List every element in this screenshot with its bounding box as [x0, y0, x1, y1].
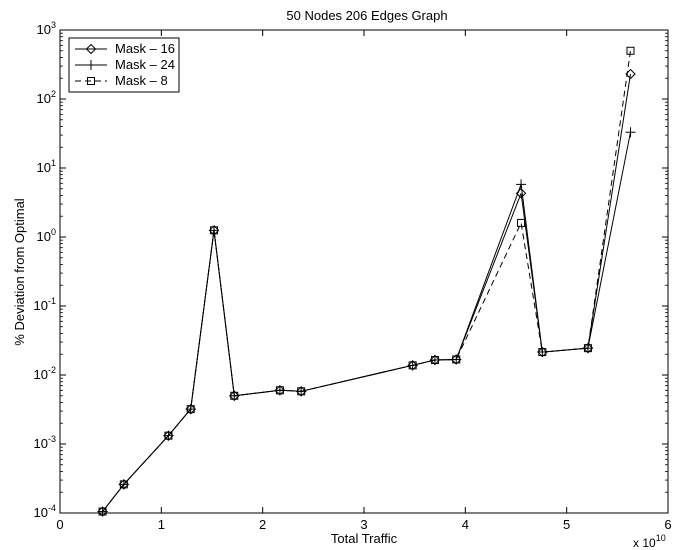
x-axis-multiplier: x 1010: [633, 533, 666, 550]
y-tick-label: 10-3: [34, 434, 56, 451]
data-point-square: [210, 226, 219, 235]
legend-label: Mask – 16: [115, 41, 175, 56]
data-point-square: [517, 218, 526, 227]
y-tick-label: 103: [37, 20, 56, 37]
series-line-plus: [102, 132, 631, 512]
chart-title: 50 Nodes 206 Edges Graph: [286, 8, 447, 23]
legend-marker-square: [87, 77, 95, 85]
data-point-square: [538, 348, 547, 357]
y-tick-label: 10-2: [34, 365, 56, 382]
legend-label: Mask – 24: [115, 57, 175, 72]
x-multiplier-exponent: 10: [656, 533, 666, 543]
x-tick-label: 0: [56, 517, 63, 532]
data-point-square: [430, 355, 439, 364]
data-point-square: [297, 387, 306, 396]
series-line-square: [102, 50, 631, 512]
data-point-square: [583, 344, 592, 353]
data-point-plus: [516, 179, 527, 190]
x-tick-label: 3: [360, 517, 367, 532]
plot-frame: [59, 29, 669, 514]
y-axis-label: % Deviation from Optimal: [12, 198, 27, 345]
data-point-square: [230, 391, 239, 400]
data-point-square: [408, 361, 417, 370]
series-line-diamond: [102, 73, 631, 512]
x-tick-label: 6: [664, 517, 671, 532]
plot-area: 0 1 2 3 4 5 6 10-4 10-3 10-2 10-1 100 101 102 103: [34, 20, 672, 532]
legend-marker-plus: [86, 60, 96, 70]
y-tick-label: 10-4: [34, 503, 56, 520]
data-point-square: [98, 507, 107, 516]
y-tick-label: 100: [37, 227, 56, 244]
legend-label: Mask – 8: [115, 73, 168, 88]
data-point-plus: [625, 127, 636, 138]
data-point-square: [164, 431, 173, 440]
data-point-square: [186, 405, 195, 414]
y-tick-label: 10-1: [34, 296, 56, 313]
data-point-square: [626, 46, 635, 55]
x-multiplier-base: x 10: [633, 536, 656, 550]
data-point-square: [275, 386, 284, 395]
x-tick-label: 4: [462, 517, 469, 532]
legend-marker-diamond: [85, 43, 97, 55]
x-tick-label: 2: [259, 517, 266, 532]
data-point-square: [452, 355, 461, 364]
x-tick-label: 1: [158, 517, 165, 532]
x-tick-label: 5: [563, 517, 570, 532]
y-tick-label: 101: [37, 158, 56, 175]
y-tick-label: 102: [37, 89, 56, 106]
x-axis-label: Total Traffic: [331, 531, 398, 546]
data-point-square: [119, 480, 128, 489]
